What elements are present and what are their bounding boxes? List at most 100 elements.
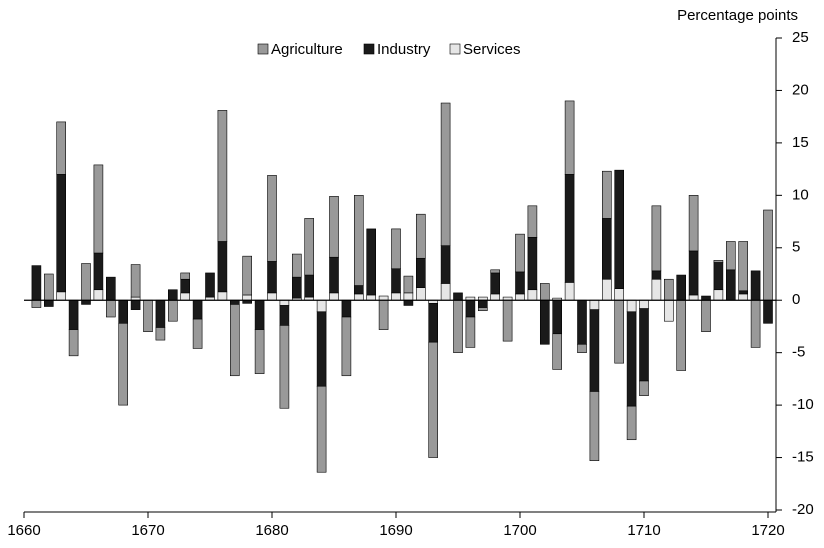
bar-segment [341,316,352,377]
bar-segment [725,241,736,271]
bar-segment [130,264,141,298]
bar-segment [515,233,525,273]
x-tick-label: 1710 [627,522,660,539]
bar-segment [428,341,439,458]
bar-segment [180,272,190,280]
bar-segment [304,274,315,298]
bar-segment [329,256,339,294]
bar-segment [589,309,600,392]
bar-segment [676,299,687,371]
bar-segment [192,318,203,349]
bar-segment [180,292,190,301]
bar-segment [143,299,153,332]
bar-segment [564,174,575,283]
bar-segment [502,299,513,342]
bar-segment [589,391,600,462]
bar-segment [217,110,228,242]
bar-segment [230,304,240,377]
legend-swatch [257,43,269,55]
bar-segment [701,295,711,301]
bar-segment [316,311,327,387]
bar-segment [490,293,501,301]
bar-segment [291,253,302,278]
legend-swatch [363,43,375,55]
bar-segment [490,269,501,274]
bar-segment [688,250,699,296]
bar-segment [564,282,575,301]
bar-segment [93,164,104,254]
bar-segment [601,218,612,280]
bar-segment [93,252,104,291]
bar-segment [688,294,699,301]
bar-segment [56,291,67,301]
bar-segment [651,205,662,272]
bar-segment [738,290,749,295]
bar-segment [68,329,79,357]
bar-segment [527,236,538,291]
bar-segment [304,218,315,276]
bar-segment [341,299,352,318]
bar-segment [403,275,414,294]
y-tick-label: -5 [792,344,805,361]
y-tick-label: 25 [792,29,809,46]
bar-segment [242,294,252,301]
bar-segment [118,299,128,324]
bar-segment [106,299,116,318]
bar-segment [527,205,538,238]
bar-segment [515,271,525,295]
bar-segment [168,299,178,322]
bar-segment [750,270,761,301]
y-axis-label: Percentage points [677,7,798,24]
y-tick-label: 15 [792,134,809,151]
bar-segment [639,380,649,396]
legend-swatch [449,43,461,55]
bar-segment [453,299,463,353]
bar-segment [738,241,749,292]
bar-segment [663,278,674,301]
y-tick-label: 5 [792,239,800,256]
bar-segment [614,169,625,289]
bar-segment [366,228,377,296]
bar-segment [477,299,488,308]
bar-segment [440,245,451,284]
bar-segment [415,213,426,259]
bar-segment [738,293,749,301]
bar-segment [763,299,773,324]
bar-segment [626,405,637,441]
bar-segment [477,307,488,312]
bar-segment [651,270,662,280]
bar-segment [217,241,228,293]
x-tick-label: 1680 [255,522,288,539]
x-tick-label: 1700 [503,522,536,539]
bar-segment [267,261,277,294]
bar-segment [577,343,587,353]
bar-segment [403,299,414,306]
bar-segment [626,311,637,407]
bar-segment [81,263,91,301]
bar-segment [254,329,265,374]
bar-segment [155,299,166,328]
bar-segment [626,299,637,313]
bar-segment [428,303,439,343]
bar-segment [713,260,724,263]
bar-segment [490,272,501,295]
bar-segment [515,293,525,301]
x-tick-label: 1720 [751,522,784,539]
bar-segment [415,287,426,301]
bar-segment [192,299,203,320]
bar-segment [539,299,550,345]
bar-segment [440,102,451,246]
bar-segment [56,174,67,293]
bar-segment [118,322,128,406]
bar-segment [31,299,42,308]
y-tick-label: 0 [792,291,800,308]
bar-segment [168,289,178,301]
bar-segment [564,100,575,175]
bar-segment [577,299,587,345]
bar-segment [725,269,736,301]
bar-segment [763,209,773,301]
bar-segment [614,288,625,301]
bar-segment [391,228,401,270]
bar-segment [254,299,265,330]
bar-segment [539,283,550,301]
